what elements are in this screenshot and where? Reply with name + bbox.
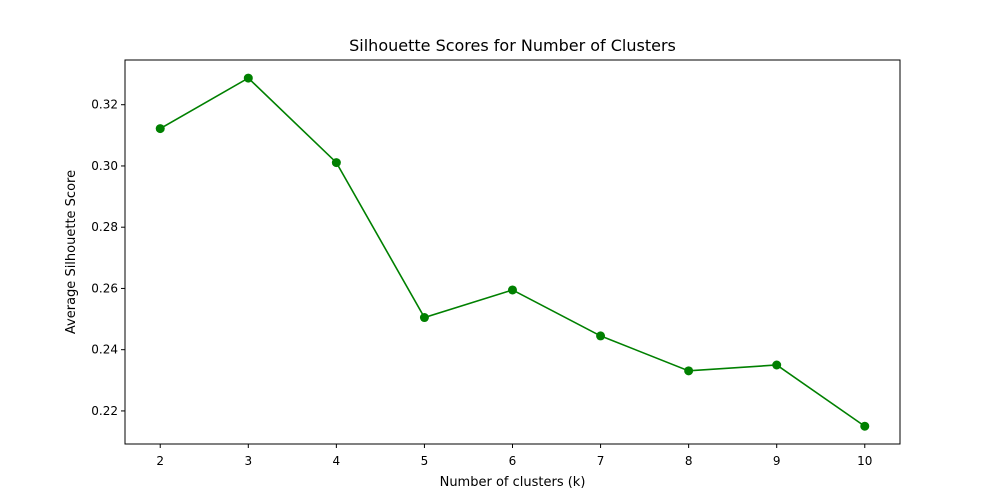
- y-tick-label: 0.30: [91, 159, 118, 173]
- y-tick-label: 0.28: [91, 220, 118, 234]
- y-tick-label: 0.32: [91, 98, 118, 112]
- data-point: [508, 285, 517, 295]
- x-tick-label: 4: [333, 454, 341, 468]
- x-tick-label: 5: [421, 454, 429, 468]
- data-point: [243, 73, 253, 83]
- x-tick-label: 6: [509, 454, 517, 468]
- data-point: [684, 366, 694, 376]
- x-tick-label: 8: [685, 454, 693, 468]
- x-tick-label: 9: [773, 454, 781, 468]
- data-point: [331, 158, 341, 168]
- data-point: [772, 360, 782, 370]
- data-point: [419, 313, 429, 323]
- chart-title: Silhouette Scores for Number of Clusters: [349, 36, 676, 55]
- data-point: [860, 421, 870, 431]
- y-axis-label: Average Silhouette Score: [64, 170, 79, 334]
- x-tick-label: 2: [156, 454, 164, 468]
- x-tick-label: 3: [244, 454, 252, 468]
- data-point: [596, 331, 606, 341]
- y-tick-label: 0.26: [91, 281, 118, 295]
- x-axis-label: Number of clusters (k): [440, 475, 586, 490]
- plot-area: 2 3 4 5 6 7 8 9 10 0.22 0.24 0.26 0.28 0.30 0.32: [91, 59, 901, 468]
- x-tick-label: 10: [857, 454, 872, 468]
- y-tick-label: 0.24: [91, 343, 118, 357]
- x-tick-label: 7: [597, 454, 605, 468]
- y-tick-label: 0.22: [91, 404, 118, 418]
- data-point: [155, 124, 165, 134]
